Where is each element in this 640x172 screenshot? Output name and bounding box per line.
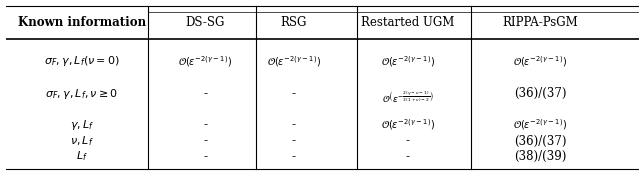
Text: $\gamma, L_f$: $\gamma, L_f$ xyxy=(70,118,94,132)
Text: (38)/(39): (38)/(39) xyxy=(515,150,567,163)
Text: -: - xyxy=(406,135,410,148)
Text: $\mathcal{O}\left(\epsilon^{-2(\gamma-1)}\right)$: $\mathcal{O}\left(\epsilon^{-2(\gamma-1)… xyxy=(267,54,321,69)
Text: DS-SG: DS-SG xyxy=(186,16,225,29)
Text: $L_f$: $L_f$ xyxy=(76,149,88,163)
Text: $\mathcal{O}\left(\epsilon^{-\frac{2(\gamma-\nu-1)}{3(1+\nu)-2}}\right)$: $\mathcal{O}\left(\epsilon^{-\frac{2(\ga… xyxy=(382,89,433,105)
Text: $\nu, L_f$: $\nu, L_f$ xyxy=(70,134,94,148)
Text: -: - xyxy=(292,150,296,163)
Text: Restarted UGM: Restarted UGM xyxy=(361,16,454,29)
Text: $\mathcal{O}\left(\epsilon^{-2(\gamma-1)}\right)$: $\mathcal{O}\left(\epsilon^{-2(\gamma-1)… xyxy=(381,54,435,69)
Text: -: - xyxy=(292,87,296,100)
Text: $\mathcal{O}\left(\epsilon^{-2(\gamma-1)}\right)$: $\mathcal{O}\left(\epsilon^{-2(\gamma-1)… xyxy=(381,117,435,132)
Text: -: - xyxy=(292,118,296,131)
Text: $\mathcal{O}\left(\epsilon^{-2(\gamma-1)}\right)$: $\mathcal{O}\left(\epsilon^{-2(\gamma-1)… xyxy=(178,54,232,69)
Text: $\sigma_F, \gamma, L_f, \nu \geq 0$: $\sigma_F, \gamma, L_f, \nu \geq 0$ xyxy=(45,87,118,101)
Text: (36)/(37): (36)/(37) xyxy=(515,135,567,148)
Text: -: - xyxy=(203,118,207,131)
Text: RIPPA-PsGM: RIPPA-PsGM xyxy=(502,16,579,29)
Text: RSG: RSG xyxy=(280,16,307,29)
Text: $\mathcal{O}\left(\epsilon^{-2(\gamma-1)}\right)$: $\mathcal{O}\left(\epsilon^{-2(\gamma-1)… xyxy=(513,117,568,132)
Text: -: - xyxy=(292,135,296,148)
Text: (36)/(37): (36)/(37) xyxy=(515,87,567,100)
Text: -: - xyxy=(406,150,410,163)
Text: -: - xyxy=(203,87,207,100)
Text: -: - xyxy=(203,150,207,163)
Text: Known information: Known information xyxy=(18,16,146,29)
Text: $\mathcal{O}\left(\epsilon^{-2(\gamma-1)}\right)$: $\mathcal{O}\left(\epsilon^{-2(\gamma-1)… xyxy=(513,54,568,69)
Text: $\sigma_F, \gamma, L_f(\nu=0)$: $\sigma_F, \gamma, L_f(\nu=0)$ xyxy=(44,55,120,68)
Text: -: - xyxy=(203,135,207,148)
